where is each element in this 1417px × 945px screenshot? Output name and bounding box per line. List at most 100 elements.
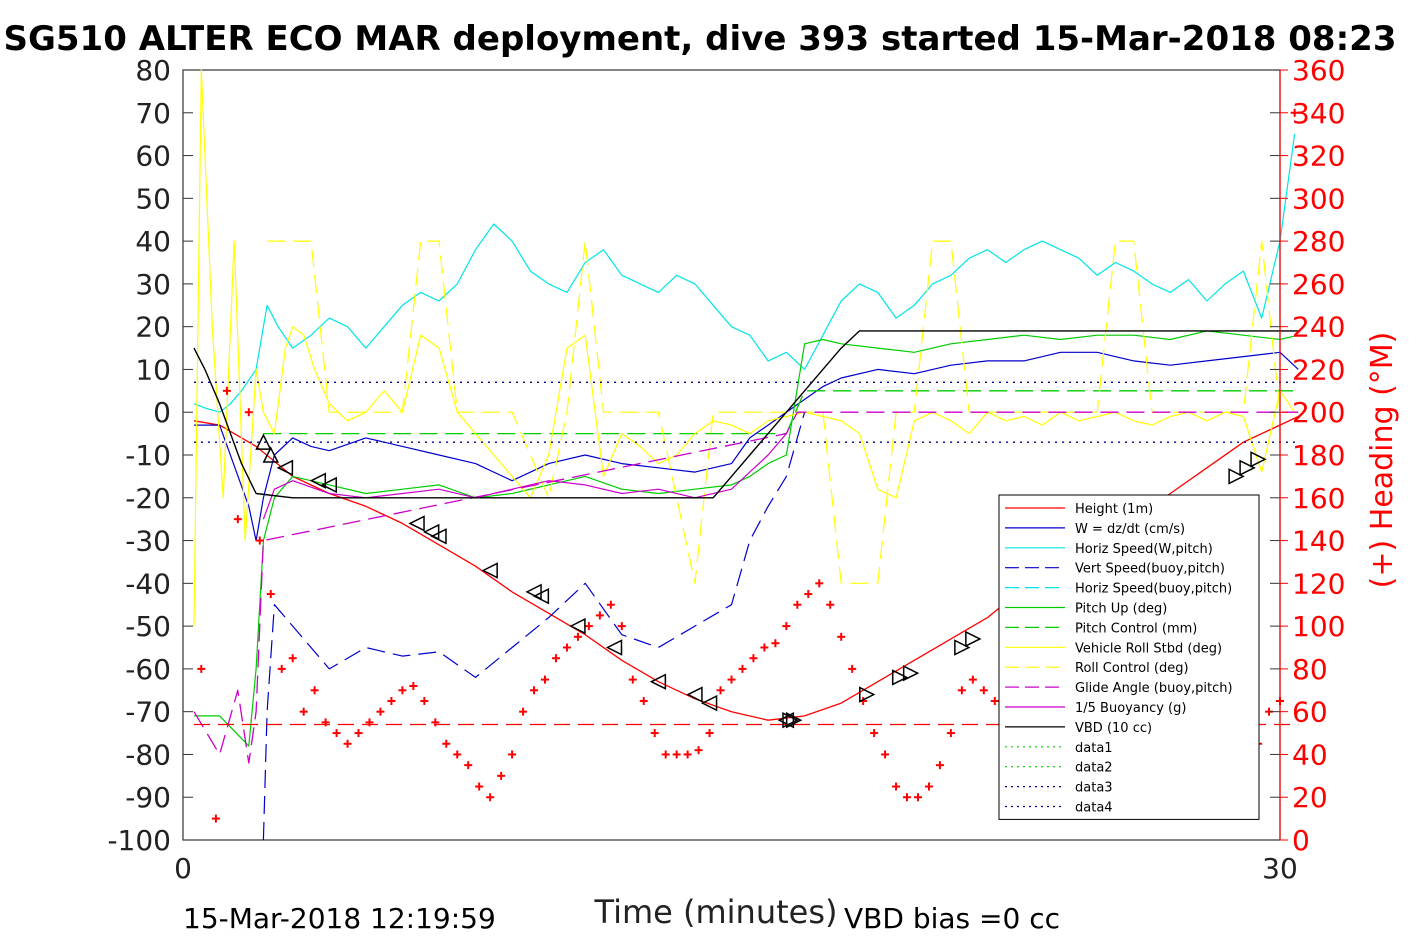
heading-point: [551, 654, 560, 663]
left-tick-label: 40: [135, 225, 171, 258]
footer-vbd-bias: VBD bias =0 cc: [844, 902, 1060, 935]
x-tick-label: 0: [174, 852, 192, 885]
legend-label: Horiz Speed(W,pitch): [1075, 542, 1213, 557]
depth-marker: [532, 587, 550, 605]
heading-point: [617, 622, 626, 631]
heading-point: [299, 707, 308, 716]
legend-label: Pitch Control (mm): [1075, 621, 1197, 636]
left-tick-label: 80: [135, 54, 171, 87]
depth-marker: [569, 617, 586, 635]
series-w: [194, 351, 1299, 542]
series-roll: [193, 69, 1296, 627]
heading-point: [497, 771, 506, 780]
legend-label: Roll Control (deg): [1075, 661, 1189, 676]
heading-point: [705, 729, 714, 738]
series-buoyancy: [262, 433, 787, 520]
depth-marker: [954, 639, 971, 656]
right-tick-label: 20: [1292, 781, 1328, 814]
legend: Height (1m) W = dz/dt (cm/s) Horiz Speed(W…: [998, 494, 1260, 820]
depth-marker: [525, 583, 542, 601]
left-tick-label: -40: [125, 567, 171, 600]
heading-point: [573, 632, 582, 641]
heading-point: [409, 682, 418, 690]
heading-point: [924, 782, 933, 791]
heading-point: [211, 814, 220, 823]
legend-label: Horiz Speed(buoy,pitch): [1075, 582, 1232, 597]
legend-label: data3: [1075, 781, 1113, 796]
heading-point: [277, 664, 286, 673]
left-tick-label: -20: [125, 482, 171, 515]
heading-point: [332, 729, 341, 738]
heading-point: [354, 729, 363, 738]
heading-point: [288, 654, 297, 663]
heading-point: [990, 696, 999, 705]
heading-point: [957, 686, 966, 695]
depth-marker: [262, 446, 279, 463]
heading-point: [197, 664, 206, 673]
heading-point: [672, 750, 681, 759]
heading-point: [321, 718, 330, 727]
heading-point: [771, 639, 780, 648]
legend-label: data2: [1075, 761, 1113, 776]
heading-point: [913, 793, 922, 802]
heading-point: [387, 696, 396, 705]
heading-point: [749, 654, 758, 663]
right-tick-label: 140: [1292, 525, 1345, 558]
heading-point: [628, 675, 637, 684]
depth-marker: [408, 515, 425, 532]
left-tick-label: 30: [135, 268, 171, 301]
heading-point: [442, 739, 451, 748]
heading-point: [233, 515, 242, 524]
heading-point: [760, 643, 769, 652]
right-tick-label: 260: [1292, 268, 1345, 301]
heading-point: [486, 793, 495, 802]
heading-point: [935, 761, 944, 770]
heading-point: [530, 686, 539, 695]
legend-label: Vehicle Roll Stbd (deg): [1075, 641, 1222, 656]
series-vbd: [193, 330, 1299, 499]
depth-marker: [481, 562, 498, 579]
heading-point: [650, 729, 659, 738]
depth-marker: [891, 669, 909, 686]
depth-marker: [1239, 459, 1256, 477]
left-tick-label: 0: [153, 396, 171, 429]
heading-point: [464, 761, 473, 770]
depth-marker: [605, 639, 623, 656]
x-axis: 0 30: [174, 852, 1298, 885]
legend-label: data1: [1075, 741, 1113, 756]
left-tick-label: 20: [135, 311, 171, 344]
legend-box: [998, 494, 1260, 820]
legend-label: W = dz/dt (cm/s): [1075, 522, 1185, 537]
depth-marker: [649, 673, 667, 690]
heading-point: [881, 750, 890, 759]
right-tick-label: 220: [1292, 353, 1345, 386]
depth-marker: [782, 712, 799, 729]
right-tick-label: 180: [1292, 439, 1345, 472]
right-tick-label: 200: [1292, 396, 1345, 429]
right-tick-label: 0: [1292, 824, 1310, 857]
heading-point: [255, 536, 264, 545]
series-horiz: [193, 134, 1296, 413]
heading-point: [903, 793, 912, 802]
depth-marker: [965, 630, 982, 648]
heading-point: [870, 729, 879, 738]
heading-point: [683, 750, 692, 759]
heading-point: [837, 632, 846, 641]
heading-point: [310, 686, 319, 695]
right-tick-label: 320: [1292, 140, 1345, 173]
heading-point: [639, 696, 648, 705]
heading-point: [815, 579, 824, 588]
depth-marker: [422, 523, 440, 541]
left-tick-label: -60: [125, 653, 171, 686]
heading-point: [716, 686, 725, 695]
left-y-axis: 80 70 60 50 40 30 20 10 0 -10 -20 -30 -40 -50 -60 -70 -8…: [107, 54, 1280, 857]
heading-point: [222, 386, 231, 395]
x-axis-label: Time (minutes): [594, 893, 838, 931]
left-tick-label: -90: [125, 781, 171, 814]
heading-point: [541, 675, 550, 684]
heading-point: [804, 590, 813, 599]
right-y-axis: 3603403203002802602402202001801601401201…: [1279, 54, 1345, 857]
x-tick-label: 30: [1262, 852, 1298, 885]
left-tick-label: -70: [125, 696, 171, 729]
